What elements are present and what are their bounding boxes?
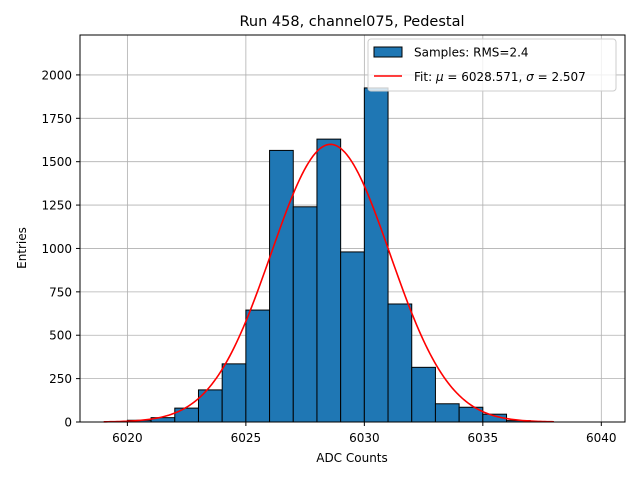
legend-patch-samples [373,46,403,58]
y-tick-label: 1000 [41,242,72,256]
legend-box [367,38,617,92]
legend-fit-sigma-value: = 2.507 [534,70,586,84]
x-tick-label: 6025 [231,431,262,445]
histogram-bar [221,363,247,423]
y-tick-label: 500 [49,329,72,343]
x-axis-ticks: 6020 6025 6030 6035 6040 [112,422,617,445]
x-tick-label: 6035 [468,431,499,445]
y-axis-ticks: 0 250 500 750 1000 1250 1500 1750 2000 [41,68,80,430]
histogram-bar [387,303,413,423]
histogram-bar [316,138,342,423]
legend-fit-prefix: Fit: [414,70,436,84]
histogram-bar [340,251,365,423]
x-tick-label: 6030 [349,431,380,445]
y-tick-label: 250 [49,372,72,386]
y-tick-label: 2000 [41,68,72,82]
plot-frame [79,34,626,423]
y-axis-label: Entries [15,227,29,269]
legend: Samples: RMS=2.4 Fit: μ = 6028.571, σ = … [367,38,617,92]
legend-label-fit: Fit: μ = 6028.571, σ = 2.507 [414,70,586,84]
y-tick-label: 0 [64,416,72,430]
y-tick-label: 1250 [41,199,72,213]
y-tick-label: 750 [49,285,72,299]
histogram-bar [245,309,271,423]
histogram-bar [434,403,460,423]
y-tick-label: 1750 [41,112,72,126]
legend-fit-sigma-symbol: σ [526,70,534,84]
chart-title: Run 458, channel075, Pedestal [239,14,464,30]
fit-curve [103,143,554,423]
x-tick-label: 6020 [112,431,143,445]
histogram-bar [269,149,294,423]
legend-fit-mu-symbol: μ [435,70,444,84]
histogram-bar [363,87,389,423]
histogram-bars [126,87,531,423]
histogram-bar [411,366,436,423]
histogram-bar [292,206,318,423]
legend-label-samples: Samples: RMS=2.4 [414,46,529,60]
x-axis-label: ADC Counts [316,451,388,465]
legend-fit-mu-value: = 6028.571, [444,70,527,84]
histogram-bar [174,407,199,423]
y-tick-label: 1500 [41,155,72,169]
x-tick-label: 6040 [586,431,617,445]
